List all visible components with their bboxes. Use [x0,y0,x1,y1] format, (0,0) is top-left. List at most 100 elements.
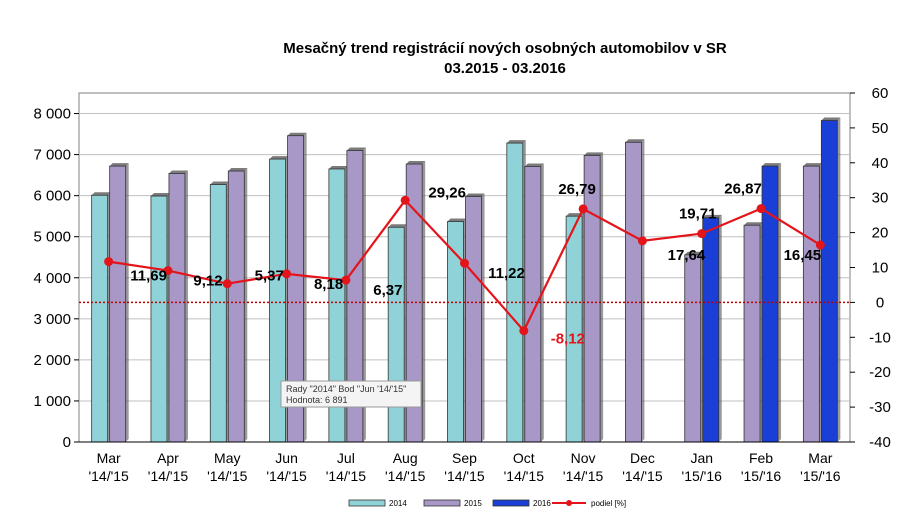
y2-tick-label: -20 [869,364,891,381]
x-tick-label: Jan [690,450,713,466]
line-data-label: 6,37 [373,282,402,299]
bar-group [109,163,129,443]
bar-2014 [91,194,109,443]
y2-tick-label: 30 [872,190,889,207]
x-tick-label-sub: '14/'15 [622,468,663,484]
legend-label: podiel [%] [591,499,626,508]
x-tick-label-sub: '14/'15 [148,468,189,484]
line-data-label: 8,18 [314,276,343,293]
y2-tick-label: 10 [872,260,889,277]
tooltip-line-2: Hodnota: 6 891 [286,395,348,405]
bar-side [184,170,188,443]
bar-top [762,163,782,167]
y-tick-label: 2 000 [33,352,71,369]
line-data-label: 9,12 [193,273,222,290]
y-tick-label: 8 000 [33,106,71,123]
bar-top [506,140,526,144]
bar-group [743,222,764,443]
bar-2015 [743,224,761,443]
y-tick-label: 3 000 [33,311,71,328]
y2-tick-label: 0 [876,294,884,311]
bar-2015 [168,173,186,443]
line-point [460,258,469,268]
y-tick-label: 4 000 [33,270,71,287]
x-tick-label-sub: '14/'15 [444,468,485,484]
x-tick-label-sub: '14/'15 [266,468,307,484]
legend-swatch [423,499,461,507]
bar-2014 [565,215,583,443]
y-tick-label: 5 000 [33,229,71,246]
bar-2015 [465,196,482,443]
bar-side [362,147,366,442]
line-point [637,236,647,246]
bar-2016 [820,120,838,443]
x-tick-label: May [214,450,240,466]
legend-label: 2015 [464,499,482,508]
bar-group [168,170,188,443]
bar-2015 [625,141,642,443]
y2-tick-label: 50 [872,120,889,137]
bar-top [228,168,248,172]
x-tick-label: Apr [157,450,179,466]
line-point [697,229,707,239]
line-point [282,269,292,279]
bar-top [150,193,170,197]
line-data-label: 19,71 [679,206,717,223]
legend: 2014 2015 2016 podiel [%] [348,499,626,508]
bar-2015 [583,155,601,443]
line-point [756,204,766,214]
x-tick-label: Nov [571,450,596,466]
x-tick-label: Feb [749,450,773,466]
x-tick-label: Jun [275,450,298,466]
y-tick-label: 7 000 [33,147,71,164]
legend-swatch [492,499,530,507]
bar-top [566,213,586,217]
chart-title: Mesačný trend registrácií nových osobnýc… [283,40,727,57]
y2-tick-label: -30 [869,399,891,416]
bar-2014 [150,195,168,443]
bar-group [820,117,841,443]
line-point [519,326,529,336]
y-tick-label: 6 000 [33,188,71,205]
bar-side [600,152,604,442]
bar-top [269,156,289,160]
y2-tick-label: 20 [872,225,889,242]
bar-top [625,139,645,143]
bar-group [447,218,467,443]
bar-2015 [109,165,127,443]
line-data-label: 26,79 [558,181,596,198]
bar-group [209,181,230,443]
legend-label: 2014 [389,499,407,508]
bar-top [524,163,544,167]
line-data-label: -8,12 [551,331,585,348]
x-tick-label: Sep [452,450,477,466]
bar-side [422,161,426,442]
legend-label: 2016 [533,499,551,508]
bar-top [447,218,467,222]
bar-2015 [802,165,820,443]
line-point [815,240,825,250]
bar-2015 [524,166,542,443]
bar-side [244,168,248,442]
bar-top [388,224,408,228]
bar-2015 [227,170,245,443]
plot-area: 0 1 000 2 000 3 000 4 000 5 000 6 000 7 000 8 00… [33,85,890,484]
line-data-label: 26,87 [724,181,762,198]
x-tick-label: Oct [513,450,535,466]
line-data-label: 17,64 [668,247,706,264]
bar-group [524,163,544,443]
bar-2014 [387,226,405,443]
bar-2015 [684,254,702,443]
line-data-label: 5,37 [255,268,284,285]
line-data-label: 11,22 [488,265,525,282]
tooltip: Rady "2014" Bod "Jun '14/'15" Hodnota: 6… [280,380,422,408]
y2-tick-label: 40 [872,155,889,172]
x-tick-label-sub: '15/'16 [800,468,841,484]
bar-top [168,170,188,174]
chart-subtitle: 03.2015 - 03.2016 [444,60,566,77]
x-tick-label: Mar [808,450,832,466]
legend-swatch [348,499,386,507]
bar-top [684,251,704,255]
